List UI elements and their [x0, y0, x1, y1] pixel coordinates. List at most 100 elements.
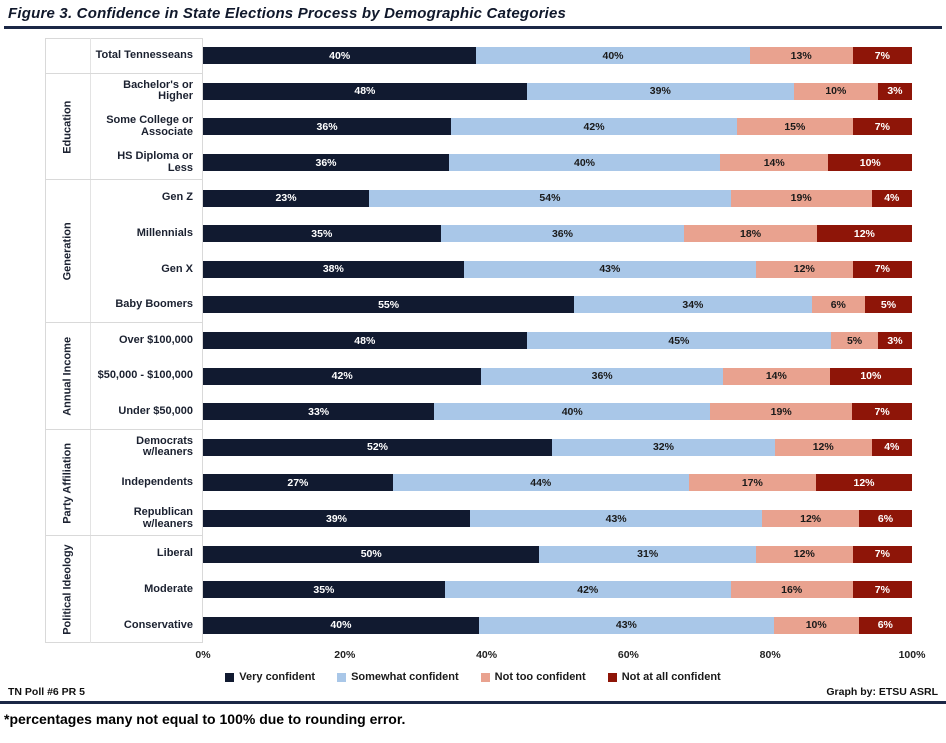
group-label	[45, 38, 90, 74]
bar-segment: 7%	[852, 403, 912, 421]
bar-value-label: 40%	[573, 156, 595, 169]
bar-track: 33% 40% 19% 7%	[203, 403, 912, 421]
legend-swatch	[337, 672, 347, 682]
bar-value-label: 50%	[360, 548, 382, 561]
bar-segment: 36%	[440, 225, 685, 243]
bar-track: 39% 43% 12% 6%	[203, 510, 912, 528]
bar-value-label: 54%	[539, 192, 561, 205]
bar-value-label: 18%	[740, 227, 762, 240]
category-label: Liberal	[156, 547, 193, 560]
bar-segment: 40%	[449, 154, 720, 172]
bar-value-label: 5%	[846, 334, 863, 347]
bar-segment: 40%	[434, 403, 711, 421]
group-rows: Total Tennesseans 40% 40% 13% 7%	[90, 38, 913, 74]
bar-value-label: 10%	[805, 619, 827, 632]
x-axis-tick: 20%	[334, 649, 356, 662]
bar-value-label: 12%	[793, 263, 815, 276]
bar-segment: 34%	[574, 296, 812, 314]
bar-segment: 12%	[815, 474, 912, 492]
bar-value-label: 34%	[682, 298, 704, 311]
group-label: Annual Income	[61, 336, 74, 416]
bar-segment: 13%	[749, 47, 853, 65]
bar-value-label: 15%	[784, 120, 806, 133]
bar-value-label: 10%	[860, 370, 882, 383]
bar-value-label: 55%	[378, 298, 400, 311]
bar-track: 55% 34% 6% 5%	[203, 296, 912, 314]
category-label: Democrats w/leaners	[136, 434, 193, 459]
bar-segment: 40%	[203, 47, 477, 65]
category-label: Bachelor's or Higher	[123, 78, 193, 103]
category-group: Total Tennesseans 40% 40% 13% 7%	[45, 38, 913, 74]
bar-value-label: 12%	[793, 548, 815, 561]
bar-segment: 45%	[526, 332, 832, 350]
bar-segment: 7%	[852, 260, 912, 278]
bar-value-label: 36%	[551, 227, 573, 240]
legend-item: Somewhat confident	[337, 671, 459, 683]
category-group: Annual Income Over $100,000 48% 45% 5% 3% $50,…	[45, 323, 912, 430]
bar-value-label: 48%	[354, 334, 376, 347]
bar-value-label: 10%	[859, 156, 881, 169]
bar-segment: 36%	[481, 367, 723, 385]
bar-segment: 36%	[203, 154, 449, 172]
bar-segment: 4%	[871, 189, 912, 207]
bar-value-label: 12%	[800, 512, 822, 525]
chart-row: Over $100,000 48% 45% 5% 3%	[90, 323, 912, 359]
bar-track: 40% 43% 10% 6%	[203, 616, 913, 634]
bar-value-label: 40%	[329, 49, 351, 62]
legend-label: Somewhat confident	[351, 671, 459, 684]
bar-segment: 54%	[369, 189, 731, 207]
bar-value-label: 43%	[599, 263, 621, 276]
chart-row: Baby Boomers 55% 34% 6% 5%	[90, 287, 912, 323]
category-label: Total Tennesseans	[95, 49, 193, 62]
bar-segment: 4%	[871, 438, 912, 456]
bar-segment: 50%	[203, 545, 540, 563]
x-axis-tick: 60%	[617, 649, 639, 662]
bar-segment: 10%	[828, 154, 912, 172]
bar-track: 36% 42% 15% 7%	[203, 118, 912, 136]
legend-item: Not too confident	[480, 671, 586, 683]
bar-segment: 48%	[203, 332, 527, 350]
bar-value-label: 4%	[884, 441, 900, 454]
bar-segment: 6%	[811, 296, 865, 314]
bar-segment: 39%	[203, 510, 471, 528]
bar-segment: 6%	[858, 510, 912, 528]
bar-track: 40% 40% 13% 7%	[203, 47, 913, 65]
category-label: Millennials	[136, 226, 193, 239]
bar-track: 38% 43% 12% 7%	[203, 260, 912, 278]
category-label: $50,000 - $100,000	[97, 369, 193, 382]
category-label: Over $100,000	[118, 333, 193, 346]
chart-body: Total Tennesseans 40% 40% 13% 7% Education Bac…	[45, 38, 913, 644]
bar-segment: 10%	[829, 367, 912, 385]
bar-segment: 40%	[203, 616, 479, 634]
category-label: Conservative	[123, 618, 193, 631]
chart-row: HS Diploma or Less 36% 40% 14% 10%	[90, 145, 912, 181]
bar-value-label: 19%	[770, 405, 792, 418]
bar-value-label: 5%	[880, 298, 897, 311]
bar-value-label: 31%	[637, 548, 659, 561]
bar-segment: 14%	[719, 154, 829, 172]
bar-value-label: 52%	[367, 441, 389, 454]
bar-segment: 43%	[470, 510, 763, 528]
bar-segment: 17%	[688, 474, 816, 492]
bar-value-label: 42%	[583, 120, 605, 133]
bar-segment: 52%	[203, 438, 553, 456]
figure-title: Figure 3. Confidence in State Elections …	[8, 5, 567, 22]
bar-segment: 43%	[478, 616, 774, 634]
footnote: *percentages many not equal to 100% due …	[4, 711, 406, 728]
bar-value-label: 7%	[874, 548, 890, 561]
bar-track: 52% 32% 12% 4%	[203, 438, 912, 456]
bar-value-label: 35%	[311, 227, 333, 240]
group-rows: Democrats w/leaners 52% 32% 12% 4% Independen…	[90, 430, 912, 537]
bar-segment: 6%	[858, 616, 913, 634]
category-group: Generation Gen Z 23% 54% 19% 4% Millennials 35%…	[45, 180, 912, 324]
group-rows: Bachelor's or Higher 48% 39% 10% 3% Some Coll…	[90, 74, 912, 181]
bar-segment: 35%	[203, 581, 445, 599]
bar-value-label: 39%	[326, 512, 348, 525]
chart-row: Democrats w/leaners 52% 32% 12% 4%	[90, 430, 912, 466]
bar-segment: 7%	[852, 47, 913, 65]
bar-value-label: 7%	[874, 405, 890, 418]
bar-segment: 39%	[526, 82, 794, 100]
category-label: Baby Boomers	[115, 298, 193, 311]
category-label: HS Diploma or Less	[117, 150, 193, 174]
bar-value-label: 7%	[874, 49, 890, 62]
